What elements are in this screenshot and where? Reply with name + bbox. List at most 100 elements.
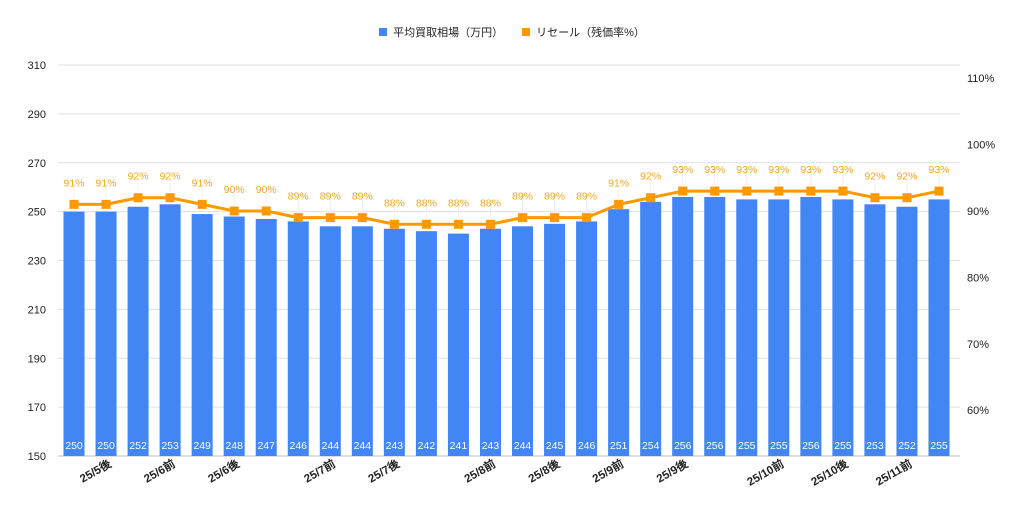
- bar-value-label: 241: [450, 440, 468, 452]
- line-value-label: 89%: [352, 191, 373, 203]
- line-value-label: 91%: [608, 177, 629, 189]
- bar-value-label: 256: [674, 440, 692, 452]
- bar[interactable]: [479, 228, 501, 456]
- bar[interactable]: [672, 196, 694, 456]
- line-marker[interactable]: [421, 219, 431, 229]
- bar-value-label: 244: [354, 440, 372, 452]
- line-marker[interactable]: [710, 186, 720, 196]
- bar[interactable]: [928, 199, 950, 456]
- resale-line: [74, 189, 940, 226]
- legend-label: 平均買取相場（万円）: [393, 27, 504, 39]
- line-marker[interactable]: [614, 199, 624, 209]
- bar[interactable]: [415, 231, 437, 456]
- x-axis-tick: 25/10後: [809, 456, 851, 489]
- bar-value-label: 244: [322, 440, 340, 452]
- bar[interactable]: [800, 196, 822, 456]
- line-marker[interactable]: [550, 213, 560, 223]
- line-value-label: 93%: [928, 164, 949, 176]
- line-value-label: 89%: [320, 191, 341, 203]
- line-value-label: 91%: [63, 177, 84, 189]
- line-marker[interactable]: [838, 186, 848, 196]
- line-marker[interactable]: [357, 213, 367, 223]
- left-axis-tick: 290: [28, 109, 46, 121]
- bar-value-label: 253: [866, 440, 884, 452]
- right-axis-tick: 90%: [967, 206, 989, 218]
- line-marker[interactable]: [293, 213, 303, 223]
- bar-value-label: 243: [386, 440, 404, 452]
- line-marker[interactable]: [197, 199, 207, 209]
- line-marker[interactable]: [582, 213, 592, 223]
- bar[interactable]: [383, 228, 405, 456]
- left-axis-tick: 230: [28, 256, 46, 268]
- bar[interactable]: [864, 204, 886, 456]
- bar[interactable]: [191, 214, 213, 456]
- right-axis-tick: 80%: [967, 272, 989, 284]
- bar-value-label: 246: [289, 440, 307, 452]
- line-value-label: 92%: [896, 171, 917, 183]
- bar-value-label: 246: [578, 440, 596, 452]
- bar[interactable]: [576, 221, 598, 456]
- line-marker[interactable]: [165, 193, 175, 203]
- x-axis-tick: 25/7前: [301, 456, 338, 485]
- line-value-label: 92%: [640, 171, 661, 183]
- line-marker[interactable]: [934, 186, 944, 196]
- bar-value-label: 253: [161, 440, 179, 452]
- bar-value-label: 243: [482, 440, 500, 452]
- bar-value-label: 252: [898, 440, 916, 452]
- legend-item-resale[interactable]: リセール（残価率%）: [522, 24, 645, 40]
- line-marker[interactable]: [453, 219, 463, 229]
- bar[interactable]: [896, 206, 918, 456]
- bar[interactable]: [159, 204, 181, 456]
- bar-value-label: 250: [97, 440, 115, 452]
- left-axis-tick: 270: [28, 158, 46, 170]
- line-marker[interactable]: [646, 193, 656, 203]
- line-marker[interactable]: [69, 199, 79, 209]
- bar[interactable]: [544, 223, 566, 456]
- line-marker[interactable]: [325, 213, 335, 223]
- line-marker[interactable]: [742, 186, 752, 196]
- x-axis-tick: 25/6前: [141, 456, 178, 485]
- bar-value-label: 249: [193, 440, 211, 452]
- bar[interactable]: [512, 226, 534, 456]
- line-marker[interactable]: [774, 186, 784, 196]
- line-marker[interactable]: [229, 206, 239, 216]
- line-marker[interactable]: [678, 186, 688, 196]
- bar[interactable]: [127, 206, 149, 456]
- line-marker[interactable]: [133, 193, 143, 203]
- bar[interactable]: [287, 221, 309, 456]
- bar[interactable]: [351, 226, 373, 456]
- line-marker[interactable]: [806, 186, 816, 196]
- bar[interactable]: [319, 226, 341, 456]
- bar[interactable]: [736, 199, 758, 456]
- left-axis-tick: 210: [28, 304, 46, 316]
- bar-value-label: 247: [257, 440, 275, 452]
- bar-value-label: 256: [706, 440, 724, 452]
- bar-value-label: 251: [610, 440, 628, 452]
- bar[interactable]: [255, 218, 277, 456]
- line-marker[interactable]: [389, 219, 399, 229]
- line-marker[interactable]: [518, 213, 528, 223]
- line-marker[interactable]: [902, 193, 912, 203]
- bar[interactable]: [704, 196, 726, 456]
- left-axis-tick: 150: [28, 451, 46, 463]
- bar[interactable]: [832, 199, 854, 456]
- bar[interactable]: [223, 216, 245, 456]
- bar[interactable]: [640, 201, 662, 456]
- bar[interactable]: [447, 233, 469, 456]
- line-value-label: 90%: [224, 184, 245, 196]
- x-axis-tick: 25/11前: [873, 456, 915, 488]
- left-axis-tick: 250: [28, 207, 46, 219]
- x-axis-tick: 25/5後: [77, 456, 114, 485]
- bar-value-label: 245: [546, 440, 564, 452]
- bar[interactable]: [63, 211, 85, 456]
- bar[interactable]: [768, 199, 790, 456]
- bar[interactable]: [95, 211, 117, 456]
- line-marker[interactable]: [101, 199, 111, 209]
- bar[interactable]: [608, 209, 630, 456]
- line-marker[interactable]: [261, 206, 271, 216]
- line-marker[interactable]: [485, 219, 495, 229]
- legend-item-avg-price[interactable]: 平均買取相場（万円）: [379, 24, 503, 40]
- x-axis-tick: 25/8前: [462, 456, 499, 485]
- line-marker[interactable]: [870, 193, 880, 203]
